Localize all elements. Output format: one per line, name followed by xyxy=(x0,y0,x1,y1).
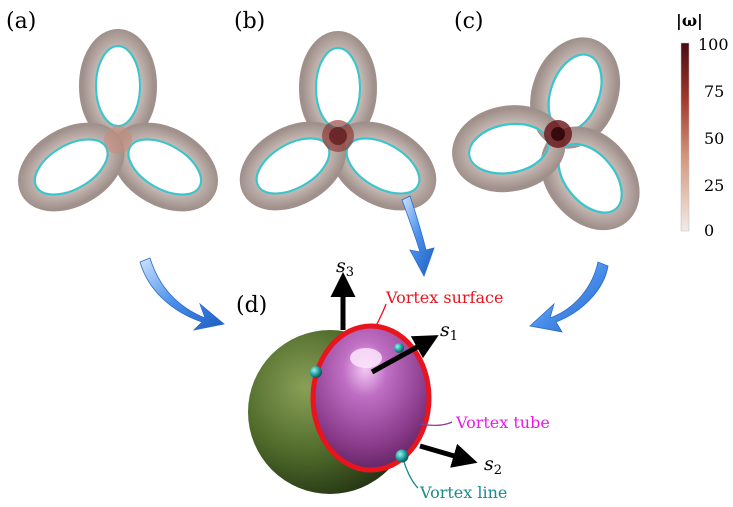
vortex-line-bead xyxy=(395,449,409,463)
vortex-tube-cap xyxy=(313,326,429,470)
vortex-line-bead xyxy=(310,366,322,378)
label-vortex-tube: Vortex tube xyxy=(455,413,550,432)
trefoil-knot-b xyxy=(236,40,439,216)
trefoil-knot-a xyxy=(15,38,222,217)
axis-s3-label: s3 xyxy=(336,255,354,280)
panel-label-a: (a) xyxy=(6,9,36,34)
panel-label-b: (b) xyxy=(234,9,265,34)
panel-label-c: (c) xyxy=(454,9,484,34)
panel-label-d: (d) xyxy=(236,293,267,318)
axis-s1-label: s1 xyxy=(440,319,458,344)
flow-arrow-left xyxy=(139,257,225,331)
colorbar-tick-25: 25 xyxy=(704,176,724,195)
label-vortex-line: Vortex line xyxy=(419,483,507,502)
colorbar-tick-0: 0 xyxy=(704,221,714,240)
axis-s2-arrow xyxy=(419,443,478,468)
vortex-line-bead xyxy=(394,343,404,353)
label-vortex-surface: Vortex surface xyxy=(385,288,503,307)
vortex-sphere-diagram: s3 s1 s2 Vortex surface Vortex tube Vort… xyxy=(248,255,550,502)
colorbar-tick-75: 75 xyxy=(704,82,724,101)
axis-s2-label: s2 xyxy=(484,453,502,478)
flow-arrow-middle xyxy=(401,195,435,277)
colorbar: |ω| 100 75 50 25 0 xyxy=(676,11,729,240)
vortex-surface-ring xyxy=(310,323,432,473)
colorbar-bar xyxy=(680,42,690,232)
colorbar-title: |ω| xyxy=(676,11,703,30)
flow-arrow-right xyxy=(529,261,609,333)
axis-s1-arrow xyxy=(370,335,439,375)
trefoil-knot-c xyxy=(456,37,647,237)
colorbar-tick-50: 50 xyxy=(704,129,724,148)
colorbar-tick-100: 100 xyxy=(698,35,729,54)
